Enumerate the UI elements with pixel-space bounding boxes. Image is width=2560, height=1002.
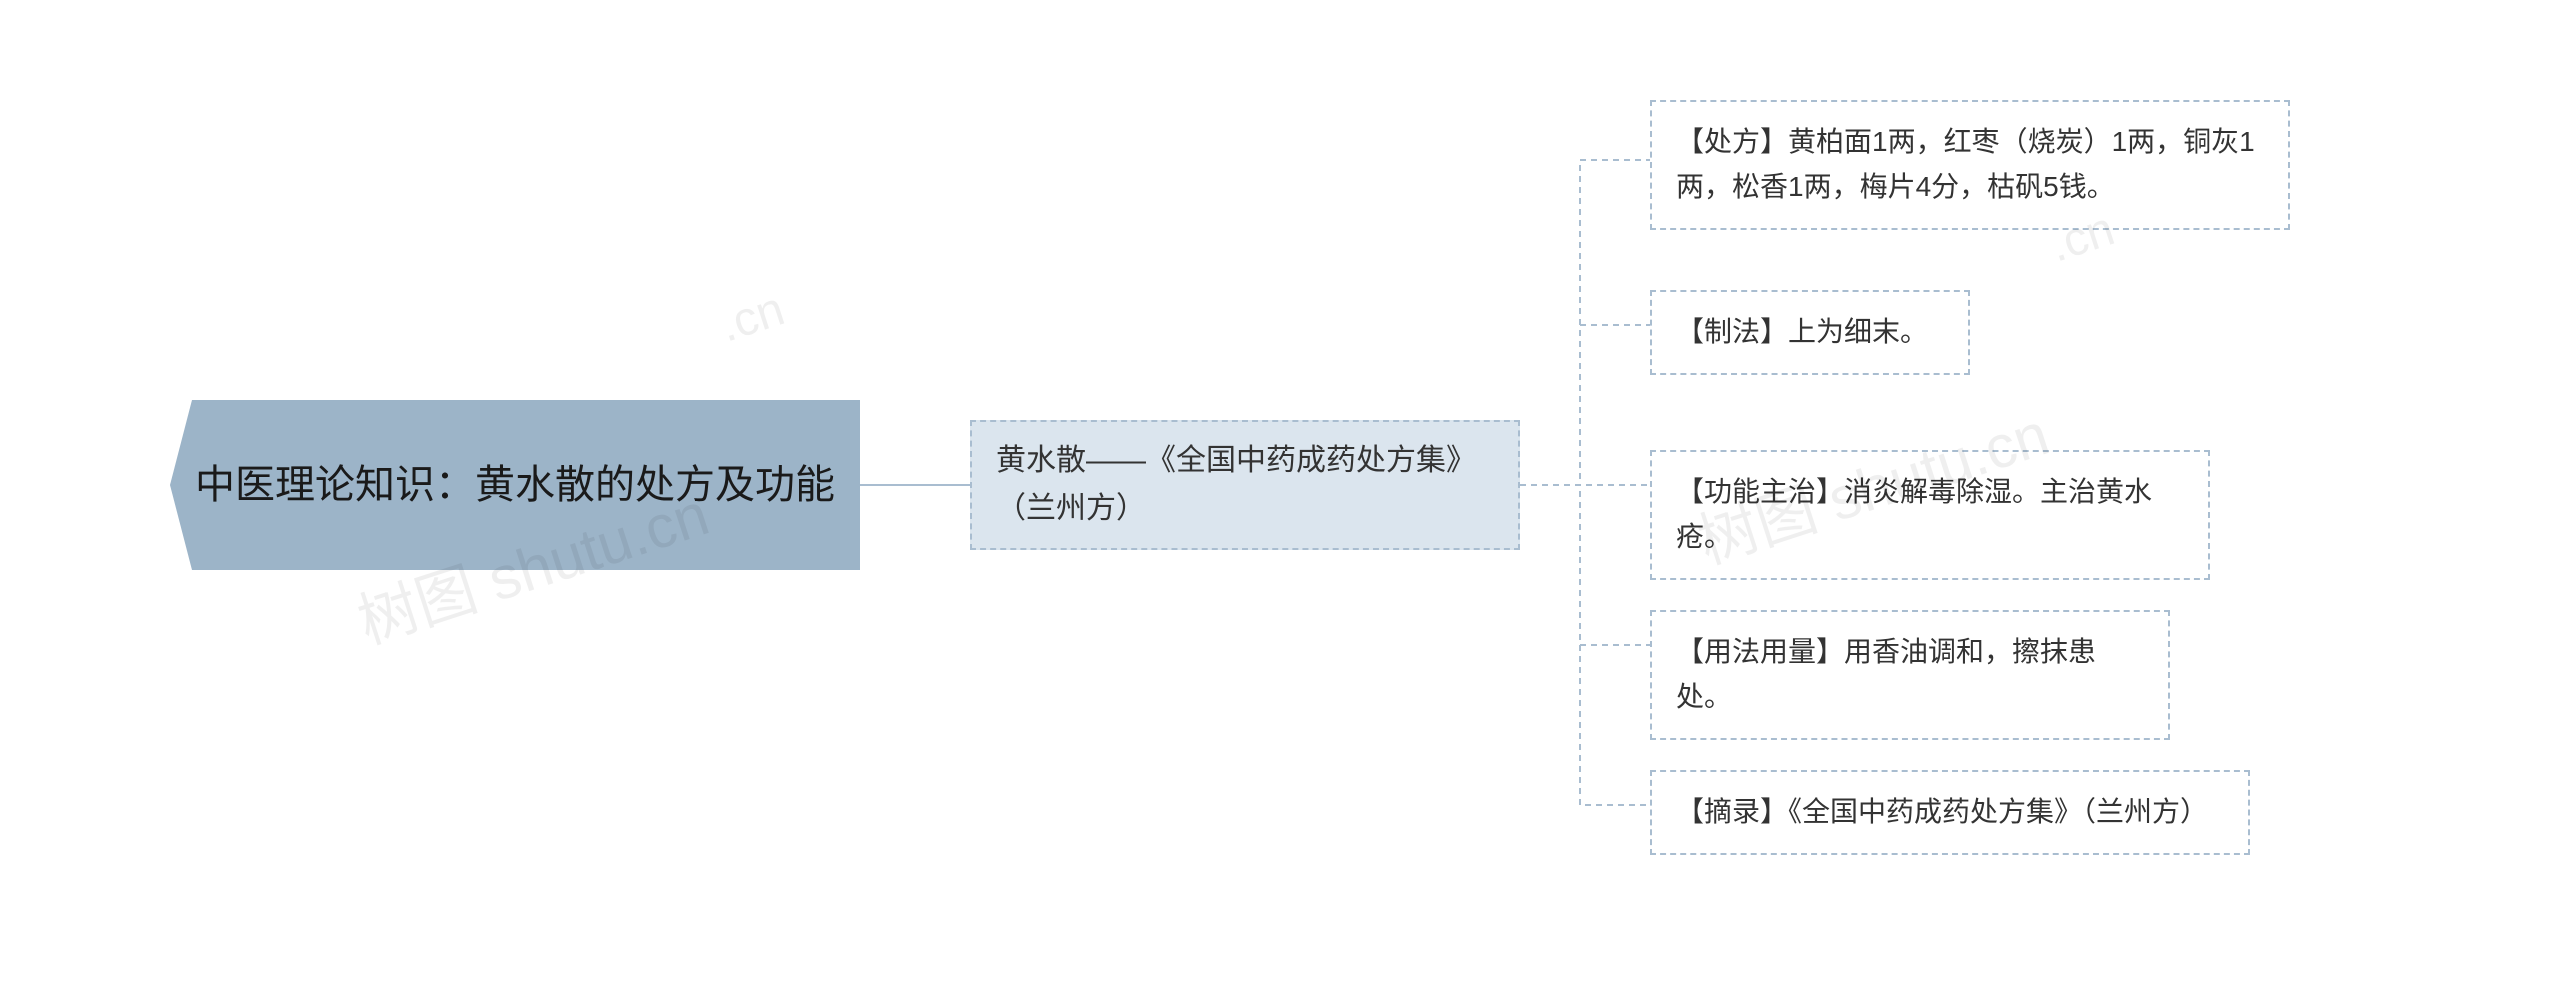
leaf-text: 【功能主治】消炎解毒除湿。主治黄水疮。 — [1676, 470, 2184, 560]
leaf-node-source: 【摘录】《全国中药成药处方集》（兰州方） — [1650, 770, 2250, 855]
watermark: .cn — [713, 281, 791, 353]
leaf-text: 【摘录】《全国中药成药处方集》（兰州方） — [1676, 790, 2208, 835]
leaf-node-function: 【功能主治】消炎解毒除湿。主治黄水疮。 — [1650, 450, 2210, 580]
level1-node: 黄水散——《全国中药成药处方集》（兰州方） — [970, 420, 1520, 550]
leaf-text: 【用法用量】用香油调和，擦抹患处。 — [1676, 630, 2144, 720]
level1-text: 黄水散——《全国中药成药处方集》（兰州方） — [996, 437, 1494, 533]
mindmap-canvas: 中医理论知识：黄水散的处方及功能 黄水散——《全国中药成药处方集》（兰州方） 【… — [0, 0, 2560, 1002]
leaf-node-preparation: 【制法】上为细末。 — [1650, 290, 1970, 375]
leaf-text: 【制法】上为细末。 — [1676, 310, 1928, 355]
root-node: 中医理论知识：黄水散的处方及功能 — [170, 400, 860, 570]
root-text: 中医理论知识：黄水散的处方及功能 — [195, 453, 835, 517]
leaf-text: 【处方】黄柏面1两，红枣（烧炭）1两，铜灰1两，松香1两，梅片4分，枯矾5钱。 — [1676, 120, 2264, 210]
leaf-node-prescription: 【处方】黄柏面1两，红枣（烧炭）1两，铜灰1两，松香1两，梅片4分，枯矾5钱。 — [1650, 100, 2290, 230]
leaf-node-usage: 【用法用量】用香油调和，擦抹患处。 — [1650, 610, 2170, 740]
